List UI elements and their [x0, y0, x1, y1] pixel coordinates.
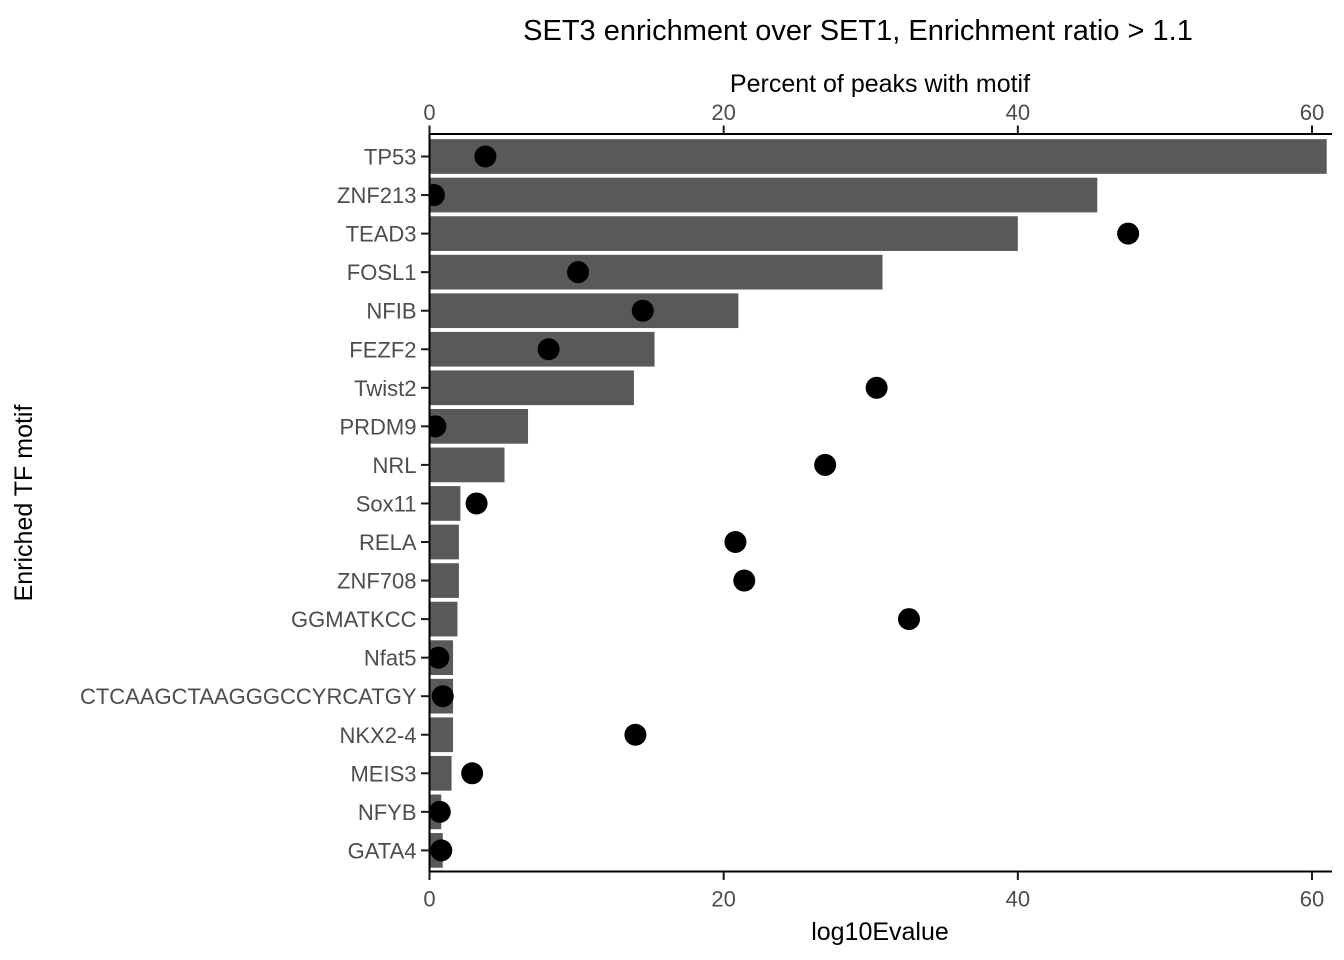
log10evalue-point	[429, 800, 451, 823]
log10evalue-point	[430, 839, 453, 862]
category-label: CTCAAGCTAAGGGCCYRCATGY	[80, 684, 417, 709]
log10evalue-point	[465, 492, 488, 515]
log10evalue-point	[724, 531, 747, 553]
bar	[429, 370, 634, 406]
category-label: Sox11	[356, 491, 417, 516]
chart-title: SET3 enrichment over SET1, Enrichment ra…	[523, 15, 1193, 47]
category-label: NFIB	[366, 299, 416, 324]
left-axis-title: Enriched TF motif	[10, 405, 38, 602]
category-label: ZNF708	[337, 569, 416, 594]
category-label: NKX2-4	[339, 723, 416, 748]
log10evalue-point	[429, 184, 445, 207]
log10evalue-point	[537, 338, 560, 361]
points-layer	[429, 145, 1140, 862]
category-label: Twist2	[354, 376, 416, 401]
bottom-axis-title: log10Evalue	[811, 918, 949, 946]
bar	[429, 139, 1327, 174]
category-label: NFYB	[358, 800, 417, 825]
bottom-axis-tick-label: 40	[1006, 887, 1030, 912]
top-axis-tick-label: 60	[1300, 100, 1324, 125]
bar	[429, 755, 452, 791]
bar	[429, 601, 458, 637]
bottom-axis-tick-label: 0	[423, 887, 435, 912]
category-label: ZNF213	[337, 183, 416, 208]
bar	[429, 177, 1098, 213]
category-label: TEAD3	[346, 222, 417, 247]
bar	[429, 717, 454, 753]
bars-layer	[429, 139, 1327, 868]
log10evalue-point	[865, 376, 888, 399]
bar	[429, 216, 1018, 251]
log10evalue-point	[431, 685, 454, 708]
category-label: MEIS3	[350, 761, 416, 786]
bottom-axis-tick-label: 60	[1300, 887, 1324, 912]
category-label: TP53	[364, 145, 417, 170]
category-label: GATA4	[348, 838, 417, 863]
category-label: FEZF2	[349, 337, 416, 362]
top-axis-tick-label: 0	[423, 100, 435, 125]
log10evalue-point	[567, 261, 590, 284]
bar	[429, 563, 459, 598]
category-label: FOSL1	[347, 260, 417, 285]
top-axis-title: Percent of peaks with motif	[730, 70, 1030, 98]
top-axis-tick-label: 40	[1006, 100, 1030, 125]
bar	[429, 524, 459, 560]
bar	[429, 447, 505, 483]
log10evalue-point	[624, 723, 647, 746]
log10evalue-point	[474, 145, 497, 168]
bar	[429, 486, 461, 521]
category-label: GGMATKCC	[291, 607, 417, 632]
log10evalue-point	[897, 608, 920, 631]
log10evalue-point	[461, 762, 484, 785]
bottom-axis-tick-label: 20	[711, 887, 735, 912]
log10evalue-point	[429, 415, 447, 438]
log10evalue-point	[631, 299, 654, 322]
log10evalue-point	[429, 646, 450, 669]
bar	[429, 254, 883, 290]
category-label: RELA	[359, 530, 417, 555]
log10evalue-point	[733, 569, 756, 592]
category-label: Nfat5	[364, 646, 417, 671]
category-label: NRL	[372, 453, 416, 478]
log10evalue-point	[1117, 222, 1140, 245]
top-axis-tick-label: 20	[711, 100, 735, 125]
bar	[429, 293, 739, 329]
axes-layer: 0 20 40 60 0 20 40 60 TP53 ZNF213 TEAD3 FOSL1 NFIB FE…	[80, 100, 1332, 912]
category-label: PRDM9	[339, 414, 416, 439]
log10evalue-point	[814, 453, 837, 476]
